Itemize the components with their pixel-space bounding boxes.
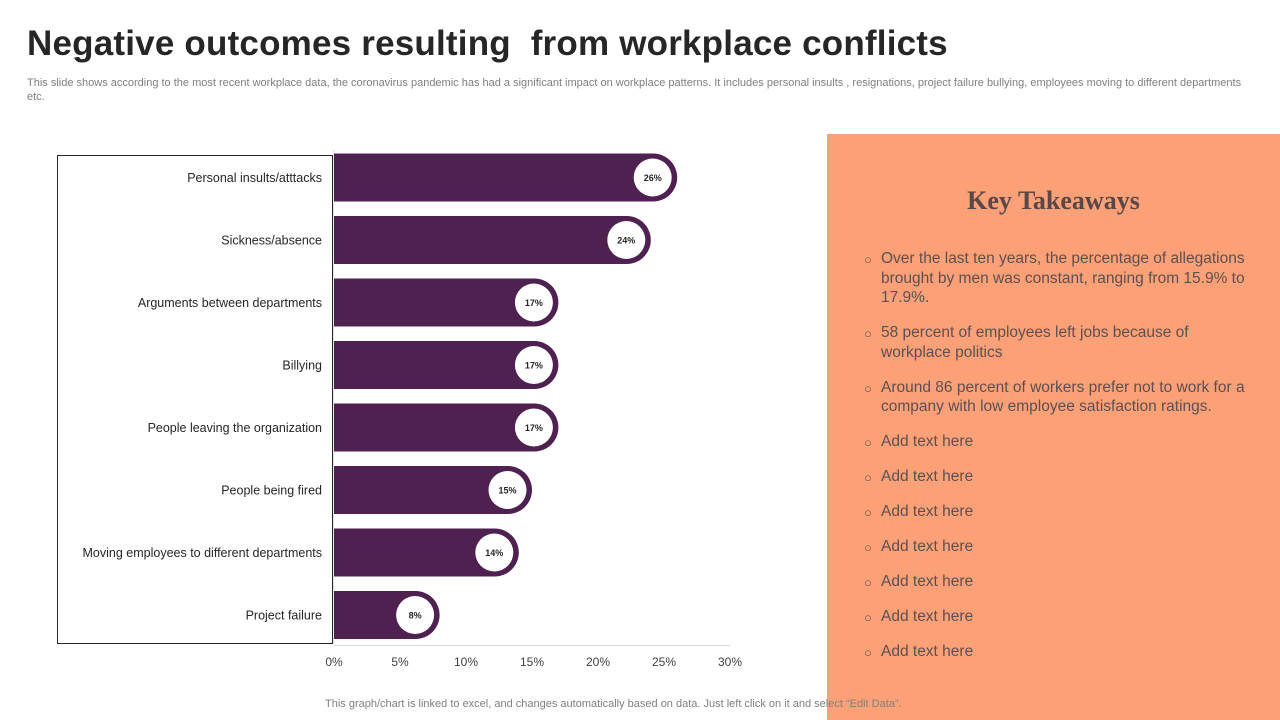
category-label-7: Moving employees to different department… xyxy=(83,546,322,560)
takeaway-text: Add text here xyxy=(881,573,974,590)
takeaway-item: ○ Around 86 percent of workers prefer not… xyxy=(864,378,1254,417)
data-label-5: 17% xyxy=(525,423,543,433)
takeaway-item: ○ 58 percent of employees left jobs becau… xyxy=(864,323,1254,362)
takeaway-text: Add text here xyxy=(881,538,974,555)
takeaway-item: ○ Add text here xyxy=(864,642,1254,662)
takeaway-text: Around 86 percent of workers prefer not … xyxy=(881,378,1245,416)
takeaway-text: Over the last ten years, the percentage … xyxy=(881,250,1245,306)
takeaways-panel xyxy=(827,134,1280,720)
bar-7 xyxy=(334,528,519,577)
data-label-circle-1 xyxy=(633,158,672,197)
x-tick-label-2: 5% xyxy=(391,655,409,669)
takeaway-item: ○ Add text here xyxy=(864,432,1254,452)
category-label-5: People leaving the organization xyxy=(148,421,322,435)
circle-bullet-icon: ○ xyxy=(864,505,872,520)
takeaway-item: ○ Add text here xyxy=(864,572,1254,592)
category-label-1: Personal insults/atttacks xyxy=(187,171,322,185)
bar-3 xyxy=(334,278,559,327)
category-label-2: Sickness/absence xyxy=(221,234,322,248)
bar-4 xyxy=(334,341,559,389)
data-label-circle-2 xyxy=(607,221,646,259)
data-label-3: 17% xyxy=(525,298,543,308)
data-label-circle-6 xyxy=(488,471,527,509)
takeaway-text: 58 percent of employees left jobs becaus… xyxy=(881,324,1189,361)
data-label-4: 17% xyxy=(525,361,543,371)
page-title: Negative outcomes resulting from workpla… xyxy=(27,24,948,63)
data-label-circle-5 xyxy=(514,408,553,447)
data-label-1: 26% xyxy=(644,173,662,183)
takeaway-text: Add text here xyxy=(881,643,974,660)
takeaway-item: ○ Add text here xyxy=(864,467,1254,487)
data-label-circle-7 xyxy=(475,533,514,572)
circle-bullet-icon: ○ xyxy=(864,435,872,450)
x-tick-label-7: 30% xyxy=(718,655,742,669)
data-label-circle-3 xyxy=(514,283,553,322)
x-tick-label-3: 10% xyxy=(454,655,478,669)
bar-5 xyxy=(334,403,559,452)
takeaway-text: Add text here xyxy=(881,468,974,485)
category-label-6: People being fired xyxy=(221,484,322,498)
circle-bullet-icon: ○ xyxy=(864,540,872,555)
takeaways-title: Key Takeaways xyxy=(967,186,1140,215)
category-label-4: Billying xyxy=(282,359,322,373)
data-label-circle-4 xyxy=(514,346,553,384)
circle-bullet-icon: ○ xyxy=(864,610,872,625)
data-label-6: 15% xyxy=(498,486,516,496)
data-label-7: 14% xyxy=(485,548,503,558)
x-tick-label-5: 20% xyxy=(586,655,610,669)
takeaway-item: ○ Add text here xyxy=(864,607,1254,627)
takeaway-text: Add text here xyxy=(881,608,974,625)
circle-bullet-icon: ○ xyxy=(864,575,872,590)
circle-bullet-icon: ○ xyxy=(864,252,872,267)
bar-6 xyxy=(334,466,532,514)
takeaway-text: Add text here xyxy=(881,503,974,520)
takeaway-text: Add text here xyxy=(881,433,974,450)
circle-bullet-icon: ○ xyxy=(864,326,872,341)
takeaway-item: ○ Add text here xyxy=(864,537,1254,557)
takeaways-list: ○ Over the last ten years, the percentage… xyxy=(864,249,1254,662)
circle-bullet-icon: ○ xyxy=(864,645,872,660)
data-label-2: 24% xyxy=(617,236,635,246)
bar-chart[interactable]: 26% Personal insults/atttacks 24% Sickness/… xyxy=(0,0,820,720)
circle-bullet-icon: ○ xyxy=(864,470,872,485)
page-subtitle: This slide shows according to the most r… xyxy=(27,77,1242,103)
x-tick-label-1: 0% xyxy=(325,655,343,669)
takeaway-item: ○ Add text here xyxy=(864,502,1254,522)
category-axis-frame xyxy=(57,155,333,644)
bar-1 xyxy=(334,153,678,202)
takeaway-item: ○ Over the last ten years, the percentage… xyxy=(864,249,1254,308)
circle-bullet-icon: ○ xyxy=(864,380,872,396)
data-label-circle-8 xyxy=(396,596,435,634)
category-label-8: Project failure xyxy=(246,609,322,623)
footer-note: This graph/chart is linked to excel, and… xyxy=(325,698,902,710)
category-label-3: Arguments between departments xyxy=(138,296,322,310)
data-label-8: 8% xyxy=(409,611,422,621)
bar-2 xyxy=(334,216,651,264)
x-tick-label-4: 15% xyxy=(520,655,544,669)
x-tick-label-6: 25% xyxy=(652,655,676,669)
